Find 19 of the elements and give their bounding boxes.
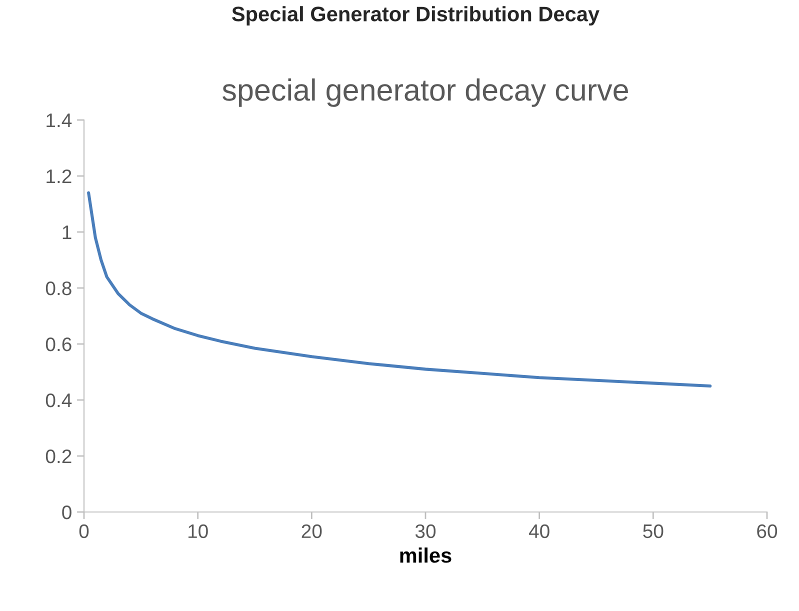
x-tick-label: 20 — [302, 524, 322, 538]
line-series — [87, 191, 712, 388]
y-tick-label: 1.4 — [46, 114, 72, 128]
y-tick-label: 1.2 — [46, 169, 72, 184]
chart-title: special generator decay curve — [222, 78, 628, 107]
y-tick-label: 0.8 — [46, 281, 72, 296]
y-tick-label: 0 — [62, 505, 72, 520]
text: Special Generator Distribution Decay — [232, 6, 600, 26]
x-axis-title: miles — [400, 547, 452, 563]
x-tick-label: 10 — [188, 524, 208, 538]
x-tick-label: 40 — [528, 524, 550, 538]
x-tick-label: 0 — [79, 524, 89, 538]
y-tick-label: 0.2 — [46, 449, 72, 464]
y-tick-label: 0.6 — [46, 337, 72, 352]
x-tick-label: 50 — [643, 524, 664, 538]
x-tick-label: 60 — [757, 524, 778, 538]
y-tick-label: 1 — [62, 226, 72, 240]
y-tick-label: 0.4 — [46, 393, 72, 408]
x-tick-label: 30 — [415, 524, 436, 538]
